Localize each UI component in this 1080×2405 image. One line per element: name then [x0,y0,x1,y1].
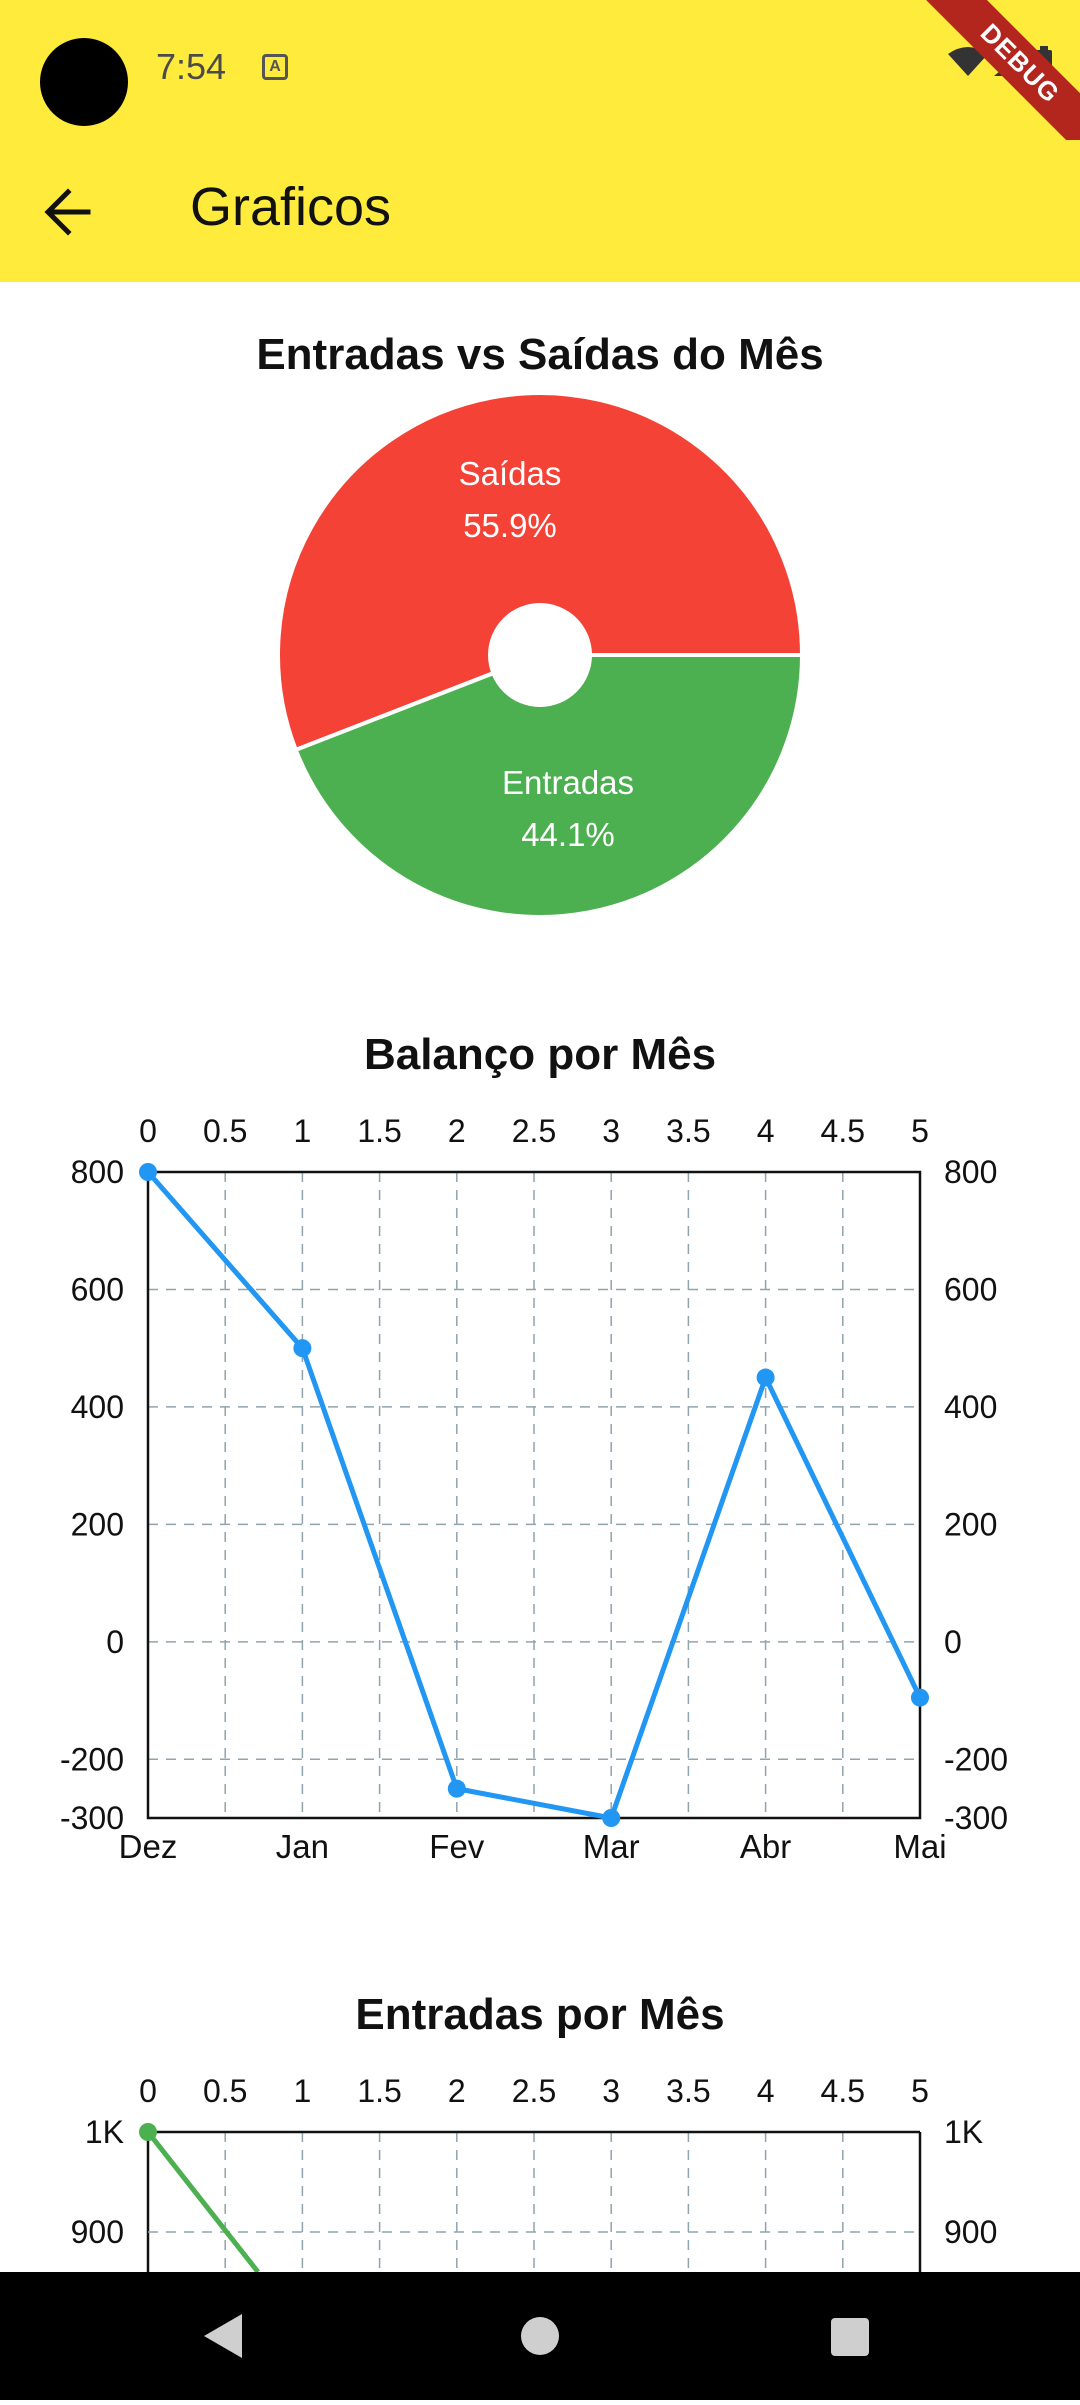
y-tick-label-left: 0 [106,1624,124,1660]
pie-label-exits: Saídas 55.9% [410,448,610,552]
entries-series-line [146,2130,260,2272]
y-tick-label-left: 200 [71,1506,124,1542]
top-tick-label: 4 [757,1113,775,1149]
x-tick-label: Fev [429,1828,485,1865]
top-tick-label: 5 [911,1113,929,1149]
balance-data-point [139,1163,157,1181]
top-tick-label: 2 [448,1113,466,1149]
balance-line-chart: 0 0.5 1 1.5 2 2.5 3 3.5 4 4.5 5 800 800 600 600 400 400 2… [60,1113,1008,1865]
y-tick-label-left: -300 [60,1800,124,1836]
y-tick-label-left: 600 [71,1271,124,1307]
y-tick-label-right: 200 [944,1506,997,1542]
recents-nav-icon[interactable] [831,2318,869,2356]
back-button[interactable] [36,180,112,244]
x-tick-label: Mar [583,1828,640,1865]
y-tick-label-right: -300 [944,1800,1008,1836]
top-tick-label: 1.5 [357,1113,401,1149]
pie-slice-sadas [276,391,805,753]
entries-line-chart: 0 0.5 1 1.5 2 2.5 3 3.5 4 4.5 5 1K 1K 900 900 [71,2073,997,2272]
entries-label: Entradas [501,764,635,801]
x-tick-label: Abr [740,1828,791,1865]
top-tick-label: 2.5 [512,2073,556,2109]
top-tick-label: 4.5 [821,2073,865,2109]
y-tick-label-right: 1K [944,2114,983,2150]
balance-data-point [293,1339,312,1358]
top-tick-label: 5 [911,2073,929,2109]
pie-slice-entradas [293,653,805,919]
plot-border [146,1170,922,1820]
entries-percent: 44.1% [521,816,615,853]
y-tick-label-right: -200 [944,1741,1008,1777]
top-tick-label: 0 [139,2073,157,2109]
top-tick-label: 1.5 [357,2073,401,2109]
y-tick-label-left: -200 [60,1741,124,1777]
page-title: Graficos [190,177,392,237]
y-tick-label-left: 800 [71,1154,124,1190]
y-tick-label-left: 400 [71,1389,124,1425]
top-tick-label: 2 [448,2073,466,2109]
top-tick-label: 1 [294,1113,312,1149]
back-nav-icon[interactable] [204,2314,242,2358]
arrow-left-icon [44,188,91,236]
y-tick-label-left: 900 [71,2214,124,2250]
top-tick-label: 3 [602,2073,620,2109]
balance-data-point [447,1779,466,1798]
exits-label: Saídas [458,455,562,492]
navigation-bar [0,2272,1080,2400]
x-tick-label: Dez [119,1828,178,1865]
top-tick-label: 0 [139,1113,157,1149]
pie-chart [276,391,805,919]
notification-icon: A [262,54,288,80]
top-tick-label: 2.5 [512,1113,556,1149]
top-tick-label: 1 [294,2073,312,2109]
y-tick-label-right: 0 [944,1624,962,1660]
x-tick-label: Jan [276,1828,329,1865]
balance-data-point [602,1809,621,1827]
home-nav-icon[interactable] [521,2317,559,2355]
camera-cutout [40,38,128,126]
top-tick-label: 0.5 [203,2073,247,2109]
balance-series-line [146,1170,923,1821]
balance-data-point [756,1368,775,1387]
top-tick-label: 3.5 [666,1113,710,1149]
balance-chart-title: Balanço por Mês [363,1030,717,1079]
pie-center-hole [488,603,592,707]
exits-percent: 55.9% [463,507,557,544]
top-tick-label: 3 [602,1113,620,1149]
y-tick-label-right: 400 [944,1389,997,1425]
entries-data-point [139,2123,157,2141]
app-bar [0,140,1080,282]
pie-chart-title: Entradas vs Saídas do Mês [256,330,824,379]
balance-data-point [911,1688,929,1707]
entries-chart-title: Entradas por Mês [355,1990,725,2039]
top-tick-label: 4 [757,2073,775,2109]
status-bar: 7:54 A DEBUG [0,0,1080,171]
top-tick-label: 3.5 [666,2073,710,2109]
top-tick-label: 4.5 [821,1113,865,1149]
x-tick-label: Mai [893,1828,946,1865]
y-tick-label-right: 800 [944,1154,997,1190]
status-time: 7:54 [156,46,227,87]
y-tick-label-right: 600 [944,1271,997,1307]
y-tick-label-left: 1K [85,2114,124,2150]
pie-label-entries: Entradas 44.1% [468,757,668,861]
top-tick-label: 0.5 [203,1113,247,1149]
y-tick-label-right: 900 [944,2214,997,2250]
